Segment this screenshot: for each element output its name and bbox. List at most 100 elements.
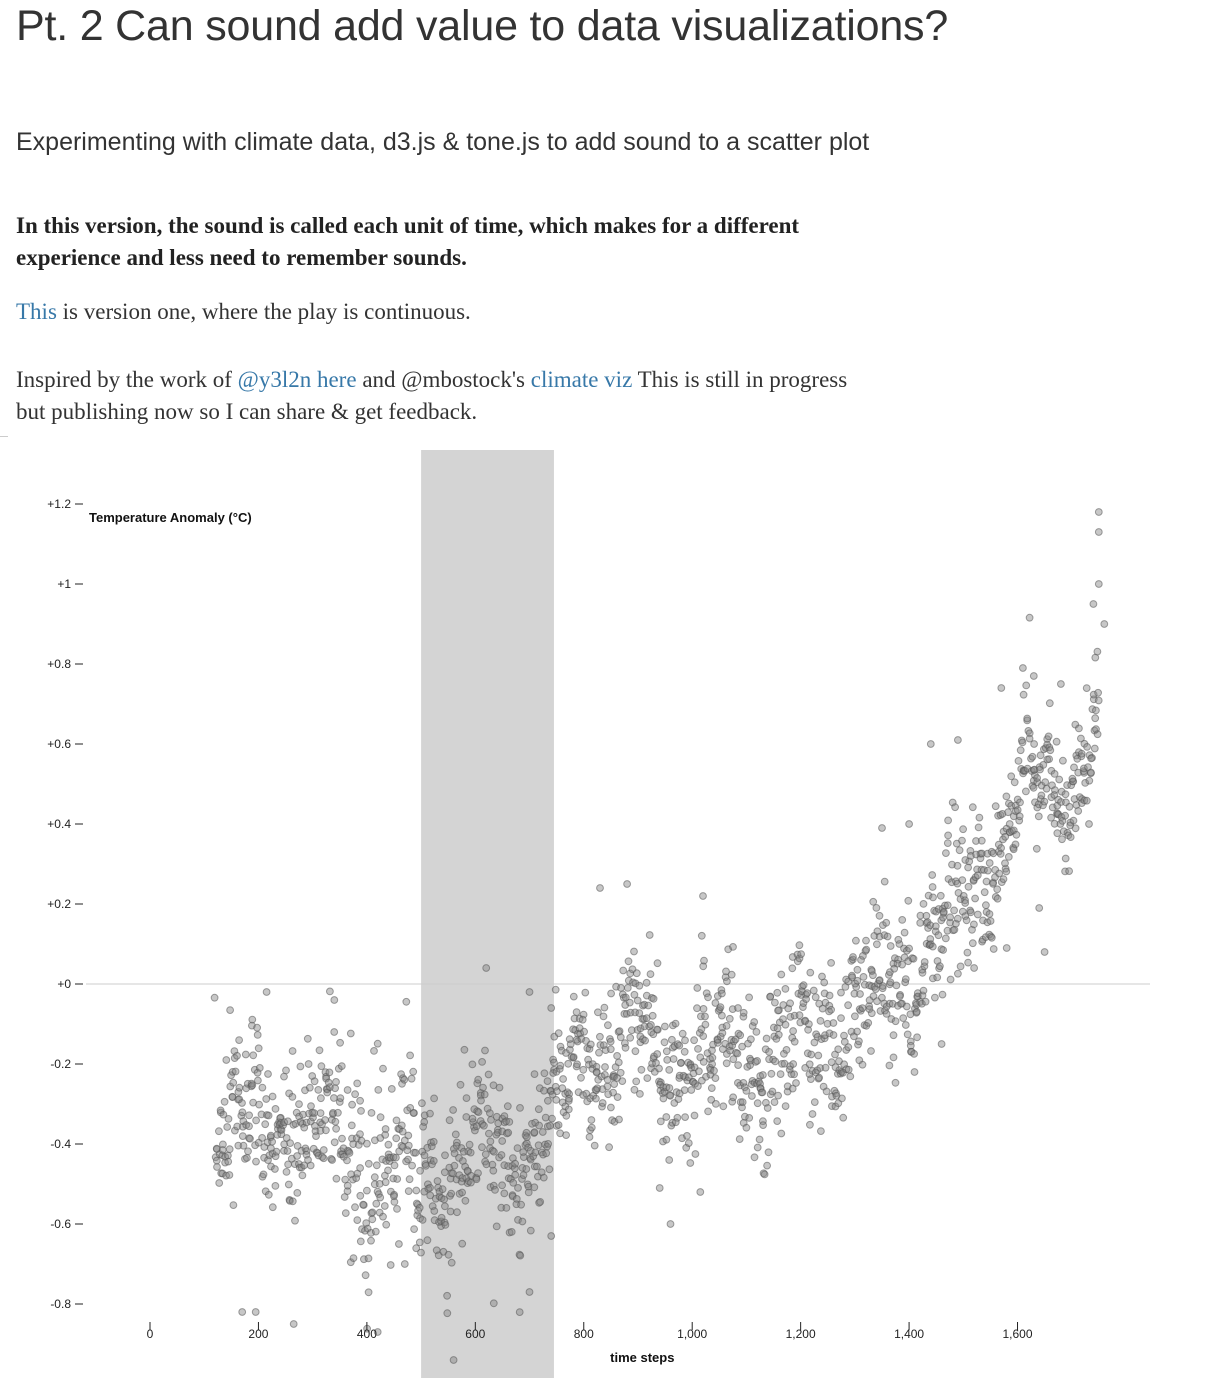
lead-paragraph: In this version, the sound is called eac… — [16, 213, 800, 270]
data-point — [488, 1160, 497, 1169]
data-point — [474, 1108, 483, 1116]
data-point — [370, 1173, 379, 1182]
data-point — [543, 1077, 552, 1085]
data-point — [386, 1261, 395, 1269]
data-point — [322, 1074, 331, 1083]
data-point — [616, 1068, 625, 1077]
data-point — [491, 1186, 499, 1194]
data-point — [1083, 743, 1091, 751]
data-point — [621, 1043, 630, 1052]
data-point — [466, 1148, 475, 1157]
data-point — [1053, 829, 1062, 838]
data-point — [1041, 778, 1050, 787]
data-point — [1082, 796, 1091, 805]
data-point — [426, 1109, 434, 1118]
data-point — [296, 1062, 305, 1071]
data-point — [788, 1084, 797, 1093]
data-point — [319, 1154, 328, 1163]
data-point — [538, 1128, 547, 1136]
data-point — [641, 1036, 649, 1045]
data-point — [346, 1258, 355, 1267]
data-point — [666, 1091, 675, 1100]
data-point — [613, 1052, 621, 1060]
data-point — [293, 1142, 302, 1150]
data-point — [483, 1104, 492, 1113]
data-point — [997, 844, 1005, 852]
data-point — [471, 1126, 479, 1135]
y-tick-label: +0 — [57, 977, 71, 991]
data-point — [1046, 746, 1055, 755]
data-point — [530, 1070, 539, 1078]
data-point — [1040, 797, 1049, 806]
data-point — [759, 1071, 767, 1079]
data-point — [373, 1039, 382, 1048]
data-point — [1094, 696, 1103, 705]
data-point — [282, 1066, 290, 1075]
data-point — [742, 1087, 751, 1095]
data-point — [811, 993, 820, 1002]
data-point — [363, 1186, 371, 1195]
data-point — [267, 1162, 275, 1171]
data-point — [694, 1045, 702, 1053]
version-one-link[interactable]: This — [16, 299, 57, 324]
data-point — [616, 1033, 625, 1042]
data-point — [423, 1143, 432, 1152]
y-axis-title: Temperature Anomaly (°C) — [89, 510, 252, 525]
data-point — [936, 962, 944, 971]
data-point — [544, 1096, 552, 1105]
data-point — [1094, 508, 1103, 516]
data-point — [384, 1166, 392, 1175]
data-point — [972, 837, 980, 845]
data-point — [609, 1088, 617, 1097]
data-point — [613, 1093, 622, 1101]
data-point — [801, 1017, 809, 1026]
data-point — [795, 1011, 804, 1020]
data-point — [1044, 732, 1053, 741]
data-point — [630, 1085, 639, 1094]
version-note: This is version one, where the play is c… — [16, 296, 876, 328]
data-point — [585, 1133, 594, 1141]
data-point — [238, 1099, 246, 1107]
data-point — [390, 1192, 398, 1201]
data-point — [770, 1098, 779, 1106]
data-point — [271, 1105, 280, 1113]
data-point — [630, 947, 638, 956]
data-point — [993, 885, 1002, 894]
x-tick-label: 1,400 — [894, 1327, 924, 1341]
data-point — [397, 1121, 406, 1130]
data-point — [674, 1095, 683, 1103]
data-point — [332, 1124, 341, 1133]
data-point — [961, 912, 970, 921]
data-point — [427, 1142, 436, 1151]
data-point — [245, 1111, 254, 1120]
data-point — [341, 1209, 350, 1217]
data-point — [778, 1060, 786, 1068]
data-point — [1047, 813, 1055, 822]
data-point — [621, 993, 630, 1002]
data-point — [763, 1104, 772, 1112]
data-point — [213, 1163, 221, 1171]
data-point — [218, 1146, 227, 1154]
data-point — [315, 1046, 324, 1055]
data-point — [514, 1216, 522, 1224]
data-point — [777, 1129, 786, 1138]
data-point — [356, 1191, 365, 1200]
climate-viz-link[interactable]: climate viz — [530, 367, 633, 392]
data-point — [753, 1057, 761, 1065]
data-point — [624, 976, 633, 985]
data-point — [699, 1005, 708, 1013]
data-point — [939, 946, 947, 954]
y3l2n-link[interactable]: @y3l2n here — [237, 367, 357, 392]
data-point — [429, 1137, 438, 1146]
data-point — [474, 1169, 482, 1177]
data-point — [605, 1143, 613, 1152]
data-point — [426, 1183, 434, 1192]
data-point — [1052, 737, 1061, 746]
data-point — [909, 954, 918, 963]
data-point — [943, 839, 952, 848]
data-point — [750, 1153, 759, 1162]
data-point — [944, 816, 952, 825]
data-point — [332, 1174, 341, 1183]
data-point — [739, 1008, 748, 1017]
data-point — [412, 1186, 421, 1195]
